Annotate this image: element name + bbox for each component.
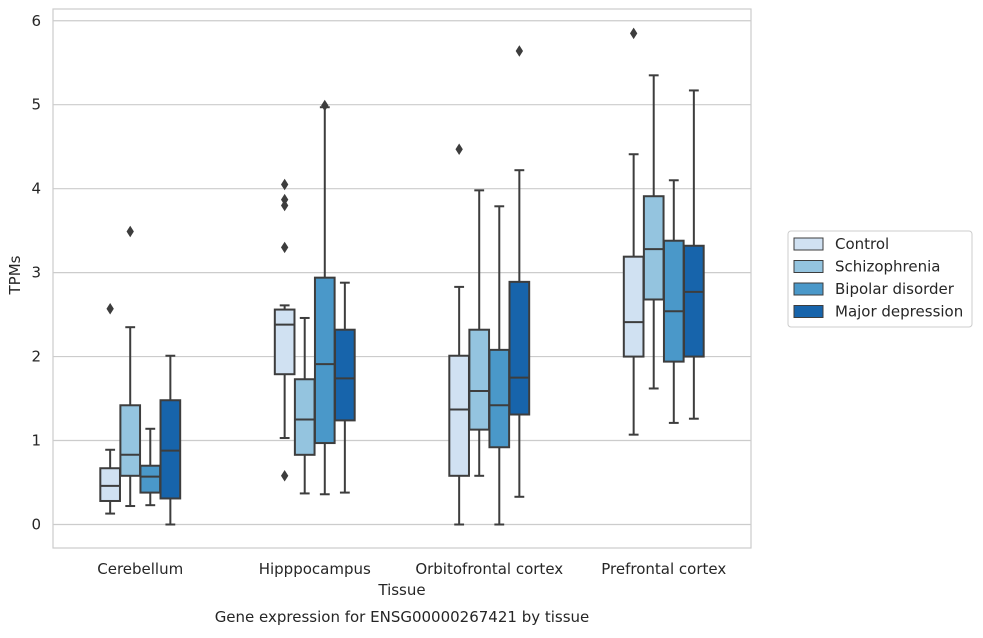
y-tick-label: 6: [31, 12, 41, 30]
y-tick-label: 5: [31, 96, 41, 114]
legend-label: Bipolar disorder: [835, 280, 955, 298]
box-control: [622, 27, 645, 436]
box-iqr: [642, 195, 665, 301]
x-tick-label: Prefrontal cortex: [601, 560, 726, 578]
outlier-point: [280, 199, 289, 212]
box-schizophrenia: [119, 225, 142, 508]
x-tick-labels: Cerebellum Hipppocampus Orbitofrontal cort…: [97, 560, 726, 578]
x-tick-label: Orbitofrontal cortex: [415, 560, 563, 578]
box-iqr: [293, 378, 316, 456]
box-control: [273, 178, 296, 482]
box-bipolar-disorder: [662, 179, 685, 424]
box-iqr: [488, 348, 511, 449]
plot-frame: [52, 8, 752, 549]
box-iqr: [468, 328, 491, 431]
box-iqr: [119, 404, 142, 477]
legend-label: Major depression: [835, 303, 963, 321]
legend-item-major-depression: Major depression: [793, 303, 963, 321]
box-major-depression: [159, 354, 182, 526]
box-iqr: [273, 308, 296, 376]
box-major-depression: [334, 281, 356, 494]
outlier-point: [106, 302, 114, 315]
box-iqr: [622, 255, 645, 358]
legend-swatch: [793, 237, 824, 251]
outlier-point: [321, 99, 329, 112]
legend-frame: [787, 230, 973, 328]
legend-item-control: Control: [793, 235, 889, 253]
box-iqr: [334, 328, 356, 422]
outlier-point: [126, 225, 134, 238]
legend-items: Control Schizophrenia Bipolar disorder Majo…: [793, 235, 963, 321]
box-major-depression: [683, 89, 705, 420]
box-schizophrenia: [468, 189, 491, 477]
y-axis-label: TPMs: [6, 255, 24, 295]
box-iqr: [683, 244, 705, 358]
legend-swatch: [793, 305, 824, 318]
box-bipolar-disorder: [488, 205, 511, 526]
boxes-layer: [99, 27, 705, 526]
legend-item-bipolar-disorder: Bipolar disorder: [793, 280, 955, 298]
box-iqr: [448, 354, 470, 477]
y-tick-label: 0: [31, 515, 41, 533]
box-control: [99, 302, 121, 515]
outlier-point: [280, 241, 289, 254]
figure-caption: Gene expression for ENSG00000267421 by t…: [215, 608, 590, 626]
y-tick-label: 2: [31, 348, 41, 366]
box-major-depression: [508, 45, 531, 498]
x-tick-label: Cerebellum: [97, 560, 183, 578]
y-tick-label: 1: [31, 432, 41, 450]
outlier-point: [455, 143, 463, 155]
outlier-point: [280, 470, 289, 482]
y-tick-label: 3: [31, 264, 41, 282]
outlier-point: [515, 45, 524, 57]
box-schizophrenia: [293, 316, 316, 495]
legend: Control Schizophrenia Bipolar disorder Majo…: [787, 230, 973, 328]
legend-label: Schizophrenia: [835, 258, 940, 276]
x-tick-label: Hipppocampus: [259, 560, 371, 578]
legend-swatch: [793, 260, 824, 273]
y-tick-labels: 0 1 2 3 4 5 6: [31, 12, 41, 534]
legend-swatch: [793, 282, 824, 296]
outlier-point: [280, 178, 289, 191]
box-iqr: [139, 464, 162, 494]
y-tick-label: 4: [31, 180, 41, 198]
legend-item-schizophrenia: Schizophrenia: [793, 258, 940, 276]
box-iqr: [99, 467, 121, 502]
outlier-point: [629, 27, 638, 40]
x-axis-label: Tissue: [377, 581, 425, 599]
box-iqr: [313, 276, 336, 445]
box-iqr: [662, 239, 685, 363]
legend-label: Control: [835, 235, 889, 253]
box-iqr: [508, 280, 531, 416]
box-iqr: [159, 399, 182, 500]
